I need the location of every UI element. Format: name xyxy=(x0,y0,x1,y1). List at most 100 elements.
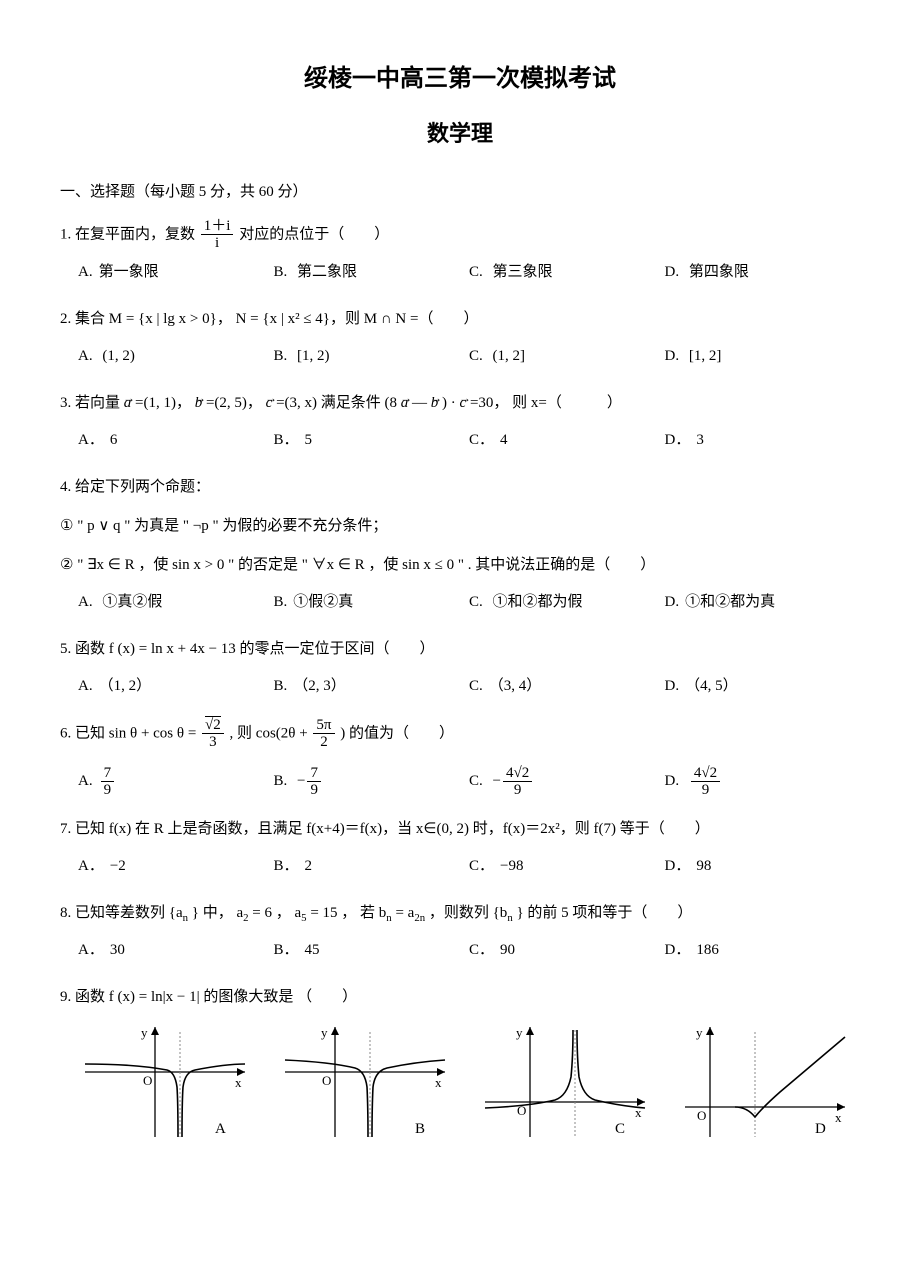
q6-frac-2: 5π 2 xyxy=(313,717,334,751)
q6-options: A. 7 9 B. − 7 9 C. − 4√2 9 D. 4√ xyxy=(78,765,860,799)
q4-opt-d-text: ①和②都为真 xyxy=(685,586,775,619)
opt-label-a: A. xyxy=(78,670,93,703)
opt-label-d: D. xyxy=(665,340,680,373)
q3-mid2: ) · xyxy=(442,395,460,411)
opt-label-d: D． xyxy=(665,934,691,967)
y-label: y xyxy=(141,1025,148,1040)
q2-options: A. (1, 2) B. [1, 2) C. (1, 2] D. [1, 2] xyxy=(78,340,860,373)
opt-label-c: C． xyxy=(469,934,494,967)
q3-vec-b: b xyxy=(195,395,203,411)
q7-opt-a-text: −2 xyxy=(110,850,126,883)
y-label: y xyxy=(321,1025,328,1040)
opt-label-c: C. xyxy=(469,340,483,373)
q8-pre: 8. 已知等差数列 {a xyxy=(60,905,183,921)
q8-mid4: = a xyxy=(395,905,414,921)
q7-opt-d-text: 98 xyxy=(696,850,711,883)
q5-opt-b: B.（2, 3） xyxy=(274,670,470,703)
q3-opt-c-text: 4 xyxy=(500,424,508,457)
question-3: 3. 若向量 a =(1, 1)， b =(2, 5)， c =(3, x) 满… xyxy=(60,387,860,457)
q5-opt-d: D.（4, 5） xyxy=(665,670,861,703)
y-arrow-icon xyxy=(706,1027,714,1035)
q6d-den: 9 xyxy=(691,782,720,799)
q7-options: A．−2 B．2 C．−98 D．98 xyxy=(78,850,860,883)
q6-opt-c: C. − 4√2 9 xyxy=(469,765,665,799)
q6c-frac: 4√2 9 xyxy=(503,765,532,799)
y-arrow-icon xyxy=(151,1027,159,1035)
opt-label-c: C． xyxy=(469,850,494,883)
q3-opt-d: D．3 xyxy=(665,424,861,457)
q1-opt-c-text: 第三象限 xyxy=(493,256,553,289)
q1-options: A.第一象限 B. 第二象限 C. 第三象限 D. 第四象限 xyxy=(78,256,860,289)
curve-left xyxy=(85,1064,178,1137)
q3-options: A．6 B．5 C．4 D．3 xyxy=(78,424,860,457)
q4-l2: ① " p ∨ q " 为真是 " ¬p " 为假的必要不充分条件； xyxy=(60,510,860,543)
opt-label-d: D. xyxy=(665,586,680,619)
q3-opt-d-text: 3 xyxy=(696,424,704,457)
q3-pre: 3. 若向量 xyxy=(60,395,124,411)
q2-opt-c: C. (1, 2] xyxy=(469,340,665,373)
x-label: x xyxy=(835,1110,842,1125)
opt-label-d: D. xyxy=(665,256,680,289)
q6c-sign: − xyxy=(493,765,501,799)
q2-opt-d-text: [1, 2] xyxy=(689,340,722,373)
q8-opt-c: C．90 xyxy=(469,934,665,967)
q1-opt-b-text: 第二象限 xyxy=(297,256,357,289)
q5-opt-a-text: （1, 2） xyxy=(99,670,152,703)
question-5: 5. 函数 f (x) = ln x + 4x − 13 的零点一定位于区间（ … xyxy=(60,633,860,703)
q4-opt-a-text: ①真②假 xyxy=(102,586,162,619)
graph-d-label: D xyxy=(815,1113,826,1146)
curve-left xyxy=(485,1030,573,1108)
q1-stem-pre: 1. 在复平面内，复数 xyxy=(60,226,199,242)
q9-graphs: O x y A O x y B xyxy=(70,1022,860,1142)
graph-d: O x y D xyxy=(670,1022,860,1142)
opt-label-c: C. xyxy=(469,765,483,799)
q6-pre: 6. 已知 sin θ + cos θ = xyxy=(60,725,200,741)
q9-stem: 9. 函数 f (x) = ln|x − 1| 的图像大致是 （ ） xyxy=(60,981,860,1014)
page-subtitle: 数学理 xyxy=(60,116,860,151)
q1-frac-num: 1＋i xyxy=(201,218,234,236)
q3-vec-c: c xyxy=(266,395,273,411)
curve-right xyxy=(577,1030,645,1108)
y-arrow-icon xyxy=(331,1027,339,1035)
x-label: x xyxy=(635,1105,642,1120)
q6b-den: 9 xyxy=(307,782,321,799)
graph-a: O x y A xyxy=(70,1022,260,1142)
question-8: 8. 已知等差数列 {an } 中， a2 = 6 ， a5 = 15 ， 若 … xyxy=(60,897,860,968)
q1-opt-d: D. 第四象限 xyxy=(665,256,861,289)
opt-label-d: D. xyxy=(665,670,680,703)
q8-mid1: } 中， a xyxy=(192,905,243,921)
q3-opt-a: A．6 xyxy=(78,424,274,457)
q8-options: A．30 B．45 C．90 D．186 xyxy=(78,934,860,967)
q2-opt-a-text: (1, 2) xyxy=(102,340,135,373)
question-6: 6. 已知 sin θ + cos θ = √2 3 , 则 cos(2θ + … xyxy=(60,717,860,799)
q5-opt-c-text: （3, 4） xyxy=(489,670,542,703)
q6b-frac: 7 9 xyxy=(307,765,321,799)
opt-label-d: D． xyxy=(665,850,691,883)
q6a-frac: 7 9 xyxy=(101,765,115,799)
q5-stem: 5. 函数 f (x) = ln x + 4x − 13 的零点一定位于区间（ … xyxy=(60,633,860,666)
q3-opt-b: B．5 xyxy=(274,424,470,457)
q6-post: ) 的值为（ ） xyxy=(340,725,454,741)
q3-eq-a: =(1, 1)， xyxy=(135,395,195,411)
q8-bn: n xyxy=(386,912,391,924)
q8-post: } 的前 5 项和等于（ ） xyxy=(516,905,692,921)
opt-label-b: B． xyxy=(274,934,299,967)
q6-frac1-den: 3 xyxy=(202,734,224,751)
opt-label-a: A． xyxy=(78,934,104,967)
q4-opt-c-text: ①和②都为假 xyxy=(493,586,583,619)
q6-opt-a: A. 7 9 xyxy=(78,765,274,799)
origin-label: O xyxy=(697,1108,706,1123)
q1-opt-a: A.第一象限 xyxy=(78,256,274,289)
q6b-num: 7 xyxy=(307,765,321,783)
opt-label-a: A. xyxy=(78,256,93,289)
opt-label-c: C. xyxy=(469,586,483,619)
graph-a-label: A xyxy=(215,1113,226,1146)
q8-mid2: = 6 ， a xyxy=(252,905,301,921)
q3-eq-c: =(3, x) 满足条件 (8 xyxy=(276,395,397,411)
opt-label-c: C. xyxy=(469,256,483,289)
q2-opt-a: A. (1, 2) xyxy=(78,340,274,373)
q6-frac2-den: 2 xyxy=(313,734,334,751)
q6-opt-b: B. − 7 9 xyxy=(274,765,470,799)
q2-opt-b: B. [1, 2) xyxy=(274,340,470,373)
q5-opt-d-text: （4, 5） xyxy=(685,670,738,703)
